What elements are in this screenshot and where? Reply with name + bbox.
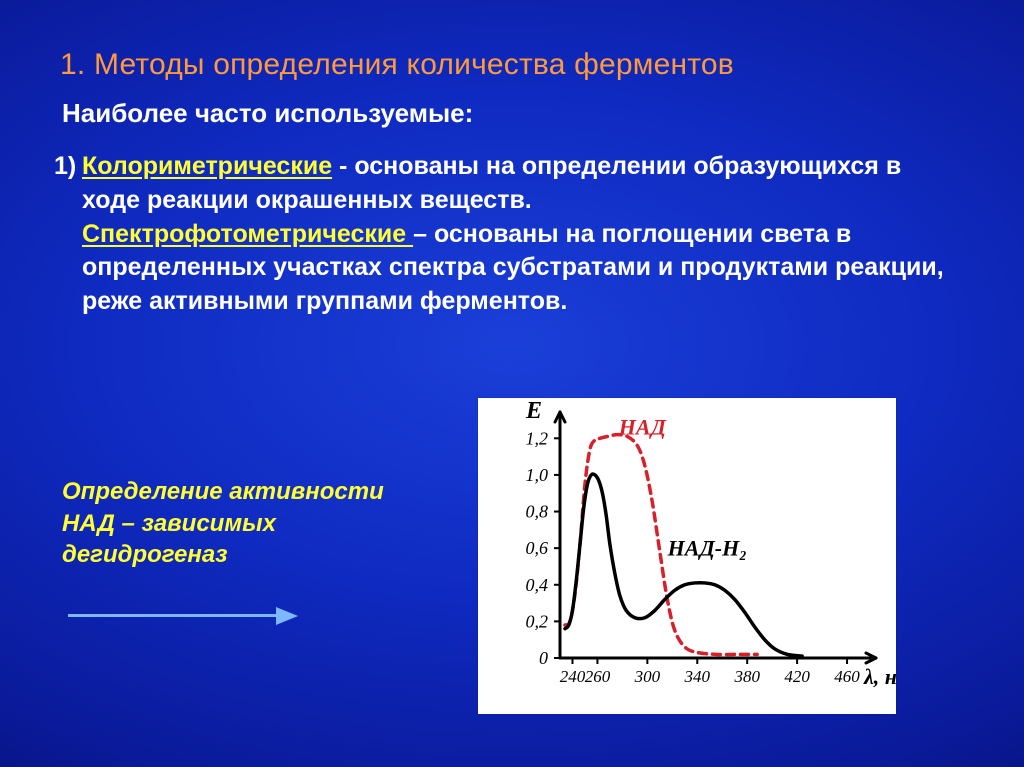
svg-text:380: 380	[733, 667, 760, 686]
keyword-spectrophotometric: Спектрофотометрические	[82, 220, 413, 248]
svg-text:1,0: 1,0	[526, 465, 549, 485]
svg-text:0,4: 0,4	[526, 575, 549, 595]
svg-text:0,6: 0,6	[526, 538, 549, 558]
chart-caption: Определение активности НАД – зависимых д…	[62, 476, 402, 571]
svg-text:260: 260	[585, 667, 611, 686]
svg-text:240: 240	[560, 667, 586, 686]
slide-title: 1. Методы определения количества фермент…	[60, 48, 734, 82]
svg-text:0: 0	[539, 648, 548, 668]
slide: 1. Методы определения количества фермент…	[0, 0, 1024, 767]
svg-text:460: 460	[834, 667, 860, 686]
arrow-right-icon	[68, 612, 298, 620]
svg-text:0,8: 0,8	[526, 502, 549, 522]
absorption-chart: 240260 300 340 380 420 460 0 0,2 0,4 0,6 0,8 1,0 1,2…	[478, 398, 896, 714]
slide-subtitle: Наиболее часто используемые:	[62, 98, 473, 129]
svg-text:1,2: 1,2	[526, 428, 549, 448]
svg-text:λ, нм: λ, нм	[863, 664, 896, 689]
svg-text:420: 420	[784, 667, 810, 686]
body-text: 1) Колориметрические - основаны на опред…	[82, 150, 964, 319]
svg-text:0,2: 0,2	[526, 611, 549, 631]
svg-text:НАД-H₂: НАД-H₂	[667, 535, 747, 560]
svg-text:НАД: НАД	[618, 415, 667, 440]
keyword-colorimetric: Колориметрические	[82, 152, 332, 180]
svg-text:300: 300	[634, 667, 661, 686]
list-number: 1)	[54, 150, 76, 184]
svg-text:340: 340	[684, 667, 711, 686]
svg-text:E: E	[525, 398, 542, 424]
chart-svg: 240260 300 340 380 420 460 0 0,2 0,4 0,6 0,8 1,0 1,2…	[478, 398, 896, 714]
